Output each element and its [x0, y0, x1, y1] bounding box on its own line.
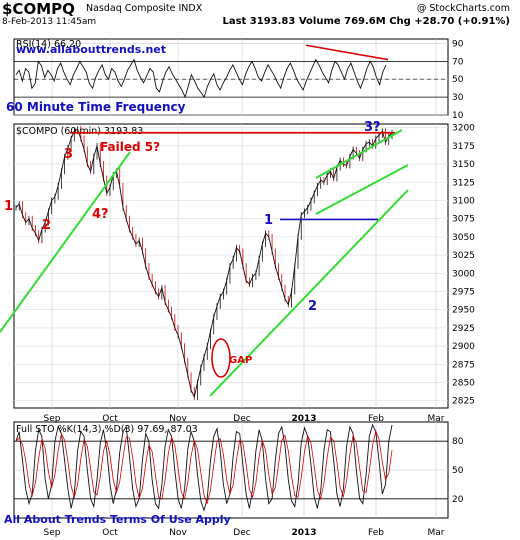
channel-lower	[315, 164, 409, 215]
chart-exchange: Nasdaq Composite INDX	[86, 3, 203, 14]
price-tick-label: 2975	[452, 287, 475, 297]
wave-label: 4?	[92, 207, 109, 222]
trendline-sept	[0, 151, 131, 333]
price-tick-label: 3000	[452, 269, 475, 279]
rsi-trendline	[305, 44, 389, 61]
rsi-tick-label: 30	[452, 93, 464, 103]
price-tick-label: 2825	[452, 397, 475, 407]
x-tick-label: Nov	[169, 528, 187, 538]
sto-d-line	[15, 429, 393, 505]
trendline-nov	[209, 189, 409, 397]
x-tick-label: Mar	[428, 414, 445, 424]
wave-label: 2	[308, 299, 317, 314]
x-tick-label: Dec	[233, 414, 250, 424]
x-tick-label: Oct	[102, 528, 118, 538]
failed-5-label: Failed 5?	[100, 140, 160, 154]
quote-line: Last 3193.83 Volume 769.6M Chg +28.70 (+…	[222, 16, 510, 27]
sto-title: Full STO %K(14,3) %D(3) 97.69, 87.03	[16, 424, 198, 435]
x-tick-label: Feb	[368, 414, 384, 424]
x-tick-label: Oct	[102, 414, 118, 424]
price-tick-label: 3050	[452, 233, 475, 243]
channel-upper	[315, 129, 403, 179]
pane-frame-0	[13, 38, 449, 116]
wave-label: 1	[264, 213, 273, 228]
sto-tick-label: 20	[452, 495, 464, 505]
sto-tick-label: 80	[452, 437, 464, 447]
price-tick-label: 3025	[452, 251, 475, 261]
rsi-tick-label: 70	[452, 57, 464, 67]
x-tick-label: Feb	[368, 528, 384, 538]
x-tick-label: Sep	[44, 414, 61, 424]
price-tick-label: 2950	[452, 306, 475, 316]
price-tick-label: 3175	[452, 142, 475, 152]
sto-k-line	[15, 423, 393, 512]
chart-date: 8-Feb-2013 11:45am	[2, 17, 97, 27]
x-tick-label: Dec	[233, 528, 250, 538]
price-tick-label: 2900	[452, 342, 475, 352]
gap-ellipse	[211, 338, 231, 378]
x-tick-label: Nov	[169, 414, 187, 424]
chart-symbol: $COMPQ	[2, 0, 75, 18]
frequency-label: 60 Minute Time Frequency	[6, 100, 186, 114]
price-tick-label: 3200	[452, 124, 475, 134]
x-tick-label: 2013	[291, 528, 316, 538]
price-tick-label: 2925	[452, 324, 475, 334]
chart-source: @ StockCharts.com	[416, 3, 510, 14]
rsi-title: RSI(14) 66.20	[16, 39, 81, 50]
x-tick-label: Mar	[428, 528, 445, 538]
x-tick-label: Sep	[44, 528, 61, 538]
gap-label: GAP	[229, 355, 252, 366]
wave-label: 3	[64, 147, 73, 162]
terms-label: All About Trends Terms Of Use Apply	[4, 513, 231, 526]
price-title: $COMPO (60 min) 3193.83	[16, 126, 143, 137]
website-label: www.allabouttrends.net	[16, 43, 166, 56]
rsi-line	[15, 58, 387, 99]
wave-label: 3?	[364, 120, 381, 135]
wave-label: 1	[4, 199, 13, 214]
pane-frame-1	[13, 123, 449, 409]
sto-tick-label: 50	[452, 466, 464, 476]
rsi-tick-label: 10	[452, 111, 464, 121]
price-tick-label: 3075	[452, 215, 475, 225]
price-tick-label: 3125	[452, 178, 475, 188]
price-tick-label: 3150	[452, 160, 475, 170]
price-tick-label: 3100	[452, 196, 475, 206]
price-tick-label: 2850	[452, 379, 475, 389]
rsi-tick-label: 50	[452, 75, 464, 85]
wave-label: 2	[42, 218, 51, 233]
price-tick-label: 2875	[452, 360, 475, 370]
x-tick-label: 2013	[291, 414, 316, 424]
rsi-tick-label: 90	[452, 39, 464, 49]
